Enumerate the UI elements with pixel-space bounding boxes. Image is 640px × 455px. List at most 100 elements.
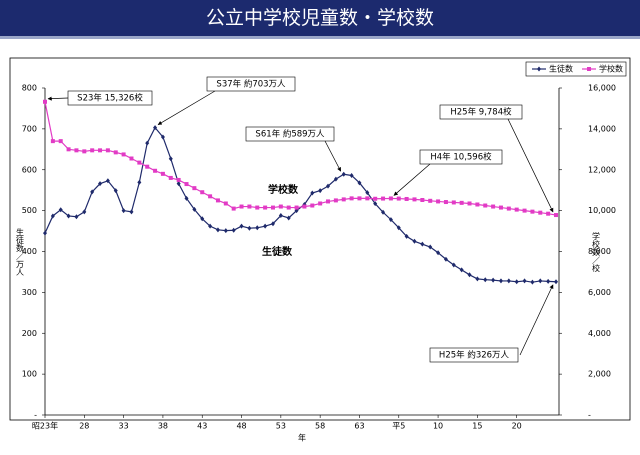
point	[412, 238, 417, 244]
point	[113, 188, 118, 194]
annotation-arrow	[507, 118, 554, 213]
y-tick-label: 300	[22, 288, 37, 297]
point	[168, 175, 173, 180]
point	[373, 201, 378, 207]
point	[263, 223, 268, 229]
point	[388, 196, 393, 201]
point	[498, 278, 503, 284]
point	[184, 195, 189, 201]
y-tick-label: 600	[22, 165, 37, 174]
point	[215, 198, 220, 203]
x-tick-label: 43	[197, 422, 207, 431]
point	[160, 171, 165, 176]
x-tick-label: 20	[512, 422, 522, 431]
point	[436, 250, 441, 256]
x-tick-label: 53	[276, 422, 286, 431]
y-tick-label: 400	[22, 247, 37, 256]
point	[326, 183, 331, 189]
point	[82, 209, 87, 215]
point	[349, 196, 354, 201]
point	[538, 278, 543, 284]
legend-label: 学校数	[599, 64, 623, 74]
point	[90, 189, 95, 195]
point	[310, 190, 315, 196]
y2-tick-label: -	[588, 411, 591, 420]
point	[373, 196, 378, 201]
point	[404, 233, 409, 239]
point	[546, 278, 551, 284]
point	[498, 205, 503, 210]
point	[522, 208, 527, 213]
y2-tick-label: 2,000	[588, 370, 611, 379]
point	[506, 206, 511, 211]
point	[451, 262, 456, 268]
banner	[0, 0, 640, 36]
point	[467, 272, 472, 278]
y2-tick-label: 10,000	[588, 206, 616, 215]
point	[176, 181, 181, 187]
point	[105, 148, 110, 153]
annotation: H25年 約326万人	[439, 350, 510, 361]
y-tick-label: 700	[22, 124, 37, 133]
point	[341, 197, 346, 202]
point	[74, 148, 79, 153]
point	[98, 181, 103, 187]
x-tick-label: 48	[236, 422, 246, 431]
point	[396, 225, 401, 231]
annotation-arrow	[519, 284, 554, 356]
point	[278, 204, 283, 209]
x-tick-label: 15	[472, 422, 482, 431]
point	[294, 205, 299, 210]
point	[428, 198, 433, 203]
annotation: H4年 10,596校	[430, 152, 492, 163]
point	[459, 200, 464, 205]
x-tick-label: 昭23年	[32, 421, 58, 431]
point	[223, 201, 228, 206]
point	[554, 279, 558, 285]
annotation-arrow	[324, 140, 342, 172]
point	[357, 180, 362, 186]
point	[200, 190, 205, 195]
point	[255, 205, 260, 210]
point	[483, 203, 488, 208]
point	[74, 214, 79, 220]
point	[129, 209, 134, 215]
point	[310, 203, 315, 208]
point	[239, 204, 244, 209]
y2-tick-label: 14,000	[588, 124, 616, 133]
legend-marker	[537, 66, 541, 72]
annotation: S61年 約589万人	[255, 129, 325, 140]
point	[66, 147, 71, 152]
x-tick-label: 58	[315, 422, 325, 431]
point	[239, 223, 244, 229]
point	[333, 198, 338, 203]
annotation-box	[206, 76, 296, 92]
point	[428, 244, 433, 250]
point	[286, 205, 291, 210]
y-tick-label: 100	[22, 370, 37, 379]
y2-tick-label: 12,000	[588, 165, 616, 174]
point	[404, 196, 409, 201]
banner-rule	[0, 36, 640, 39]
point	[160, 134, 165, 140]
point	[43, 99, 47, 104]
point	[475, 276, 480, 282]
x-axis-title: 年	[298, 433, 306, 443]
point	[200, 216, 205, 222]
point	[192, 186, 197, 191]
point	[113, 150, 118, 155]
point	[341, 171, 346, 177]
point	[208, 194, 213, 199]
point	[247, 204, 252, 209]
point	[420, 197, 425, 202]
point	[176, 177, 181, 182]
annotation: S37年 約703万人	[216, 79, 286, 90]
y2-tick-label: 6,000	[588, 288, 611, 297]
y-axis-title: 生徒数／万人	[16, 227, 25, 276]
series-label: 学校数	[268, 183, 299, 196]
point	[491, 204, 496, 209]
point	[459, 267, 464, 273]
annotation-box	[245, 126, 335, 142]
x-tick-label: 38	[158, 422, 168, 431]
